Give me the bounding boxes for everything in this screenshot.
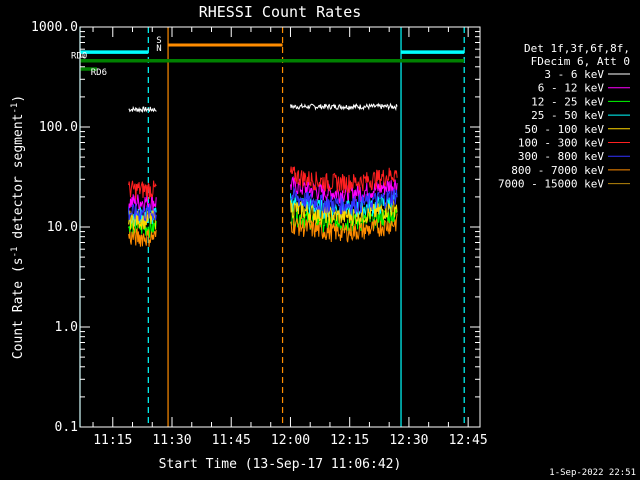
series-7-segment-1 [290,213,398,243]
legend-entry-2: 12 - 25 keV [531,95,604,108]
legend-entry-7: 800 - 7000 keV [511,164,604,177]
axes-layer: 1000.0 100.0 10.0 1.0 0.1 11:15 11:30 11:45 12:0… [31,20,488,448]
series-6 [128,186,398,222]
legend-entry-0: 3 - 6 keV [544,68,604,81]
legend-entry-1: 6 - 12 keV [538,82,605,95]
series-5 [128,166,398,200]
series-6-segment-1 [290,186,398,215]
series-7 [128,213,398,247]
series-5-segment-0 [128,180,157,200]
flags-layer: SN RD0 RD6 [71,27,465,427]
saa-flag-label: S [156,36,161,46]
x-tick-label-6: 12:45 [449,433,488,448]
series-6-segment-0 [128,203,157,222]
legend-entry-4: 50 - 100 keV [525,123,605,136]
orbit-flag-label-0: RD0 [71,52,87,62]
y-tick-label-1: 100.0 [39,120,78,135]
series-0-segment-0 [128,105,157,114]
night-flag-label: N [156,44,161,54]
y-label-part3: ) [11,95,26,103]
x-tick-label-1: 11:30 [152,433,191,448]
timestamp: 1-Sep-2022 22:51 [549,468,636,478]
x-axis-label: Start Time (13-Sep-17 11:06:42) [159,457,402,472]
series-7-segment-0 [128,227,157,247]
y-tick-label-3: 1.0 [55,320,78,335]
y-label-part1: Count Rate (s [11,257,26,359]
y-label-exp1: -1 [10,247,20,258]
x-tick-label-3: 12:00 [271,433,310,448]
x-tick-label-5: 12:30 [389,433,428,448]
y-label-exp2: -1 [10,103,20,114]
orbit-flag-label-1: RD6 [91,68,107,78]
x-tick-label-4: 12:15 [330,433,369,448]
legend-header-1: FDecim 6, Att 0 [531,55,630,68]
series-4-segment-0 [128,210,157,230]
chart-title: RHESSI Count Rates [199,3,362,21]
legend: Det 1f,3f,6f,8f,FDecim 6, Att 03 - 6 keV… [498,42,630,191]
series-0 [128,102,398,114]
y-tick-label-2: 10.0 [47,220,78,235]
x-tick-label-0: 11:15 [93,433,132,448]
y-axis-label: Count Rate (s-1 detector segment-1) [10,95,26,359]
legend-entry-3: 25 - 50 keV [531,109,604,122]
series-1-segment-0 [128,194,157,213]
legend-entry-5: 100 - 300 keV [518,137,604,150]
y-tick-label-0: 1000.0 [31,20,78,35]
x-tick-label-2: 11:45 [212,433,251,448]
series-0-segment-1 [290,102,398,112]
legend-header-0: Det 1f,3f,6f,8f, [524,42,630,55]
legend-entry-6: 300 - 800 keV [518,150,604,163]
legend-entry-8: 7000 - 15000 keV [498,178,604,191]
series-5-segment-1 [290,166,398,194]
y-tick-label-4: 0.1 [55,420,78,435]
y-label-part2: detector segment [11,114,26,247]
series-layer [128,102,398,247]
